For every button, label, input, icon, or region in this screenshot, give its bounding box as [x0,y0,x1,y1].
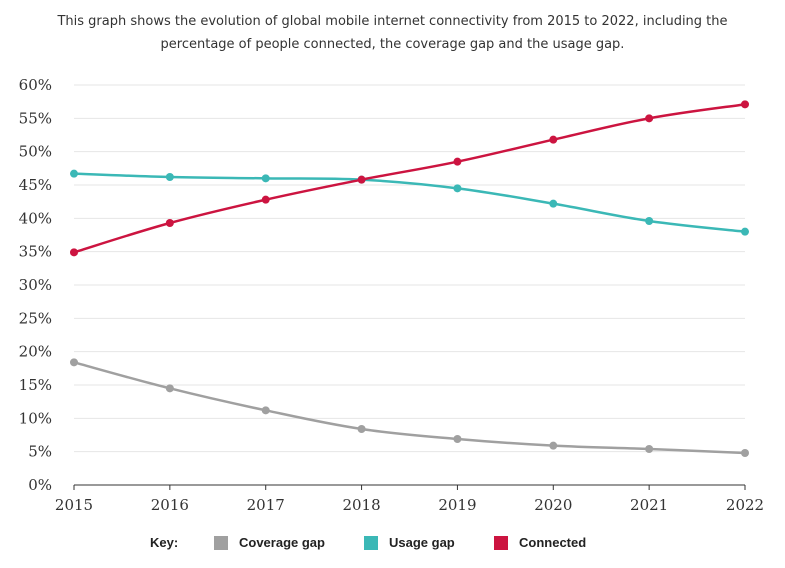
legend-label-connected: Connected [519,535,586,550]
x-axis-ticks: 2015 2016 2017 2018 2019 2020 2021 2022 [55,485,764,514]
legend-swatch-coverage-gap [214,536,228,550]
y-axis-ticks: 0% 5% 10% 15% 20% 25% 30% 35% 40% 45% 50% 55% 60% [19,76,52,494]
data-point-usage-gap [549,199,558,208]
data-point-coverage-gap [165,384,174,393]
data-point-connected [357,175,366,184]
x-tick-label: 2015 [55,496,93,514]
x-tick-label: 2018 [342,496,380,514]
series-group [70,100,749,457]
y-tick-label: 40% [19,209,52,227]
x-tick-label: 2020 [534,496,572,514]
data-point-connected [165,219,174,227]
legend-label-coverage-gap: Coverage gap [239,535,325,550]
legend-label-usage-gap: Usage gap [389,535,455,550]
data-point-connected [645,114,654,123]
series-connected [70,100,749,257]
legend: Key: Coverage gap Usage gap Connected [150,535,586,550]
chart-caption: This graph shows the evolution of global… [0,10,785,56]
y-tick-label: 35% [19,243,52,261]
series-line-usage-gap [73,172,746,233]
caption-line-1: This graph shows the evolution of global… [57,14,728,29]
series-coverage-gap [70,358,749,457]
y-tick-label: 60% [19,76,52,94]
caption-line-2: percentage of people connected, the cove… [160,37,625,52]
data-point-coverage-gap [357,425,366,433]
legend-swatch-connected [494,536,508,550]
data-point-connected [70,248,78,257]
y-tick-label: 25% [19,309,52,327]
data-point-connected [261,195,270,204]
data-point-coverage-gap [70,358,78,367]
y-tick-label: 15% [19,376,52,394]
data-point-coverage-gap [261,406,270,415]
data-point-usage-gap [645,217,654,225]
y-tick-label: 5% [28,443,52,461]
data-point-coverage-gap [453,435,462,443]
legend-swatch-usage-gap [364,536,378,550]
data-point-usage-gap [741,227,749,236]
data-point-coverage-gap [645,445,654,453]
data-point-usage-gap [261,174,270,183]
y-tick-label: 30% [19,276,52,294]
grid-lines [74,84,745,453]
x-tick-label: 2019 [438,496,476,514]
data-point-coverage-gap [549,441,558,450]
data-point-usage-gap [453,184,462,193]
data-point-usage-gap [165,173,174,181]
data-point-usage-gap [70,169,78,178]
x-tick-label: 2016 [151,496,189,514]
y-tick-label: 45% [19,176,52,194]
x-tick-label: 2021 [630,496,668,514]
y-tick-label: 0% [28,476,52,494]
data-point-coverage-gap [741,449,749,457]
y-tick-label: 10% [19,409,52,427]
data-point-connected [549,135,558,144]
y-tick-label: 55% [19,109,52,127]
x-tick-label: 2022 [726,496,764,514]
legend-key-label: Key: [150,535,178,550]
x-tick-label: 2017 [247,496,285,514]
y-tick-label: 20% [19,343,52,361]
series-line-coverage-gap [73,361,746,455]
data-point-connected [453,157,462,166]
data-point-connected [741,100,749,109]
y-tick-label: 50% [19,143,52,161]
